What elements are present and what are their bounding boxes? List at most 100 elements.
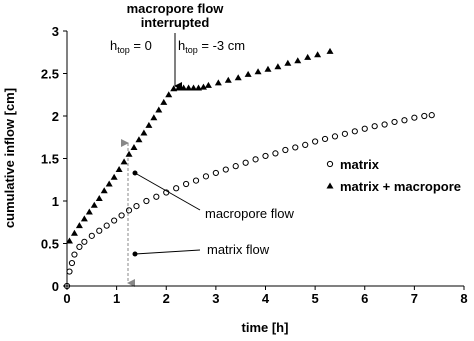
- point: [76, 243, 83, 250]
- point: [391, 118, 398, 126]
- point: [66, 268, 73, 275]
- point: [135, 136, 143, 143]
- point: [143, 197, 150, 205]
- point: [145, 121, 153, 128]
- point: [428, 112, 435, 119]
- point: [321, 135, 329, 143]
- y-tick-label: 3: [52, 24, 59, 39]
- point: [224, 76, 232, 83]
- annotation-part: top: [185, 45, 198, 55]
- x-tick-label: 0: [63, 291, 70, 306]
- y-tick-label: 0: [52, 279, 59, 294]
- point: [85, 208, 93, 215]
- annotation-part: = 0: [130, 38, 152, 53]
- point: [75, 222, 83, 229]
- legend-marker: [326, 160, 334, 168]
- point: [100, 187, 108, 194]
- point: [401, 117, 408, 124]
- point: [160, 98, 168, 105]
- annotation: macropore flow: [127, 1, 225, 16]
- point: [153, 193, 160, 200]
- point: [351, 128, 358, 135]
- y-axis-label: cumulative inflow [cm]: [2, 88, 17, 228]
- legend-marker: [326, 182, 334, 189]
- x-tick-label: 7: [411, 291, 418, 306]
- y-tick-label: 1: [52, 194, 59, 209]
- point: [170, 85, 178, 92]
- point: [254, 68, 262, 75]
- point: [120, 158, 128, 165]
- annotation-part: h: [178, 38, 185, 53]
- y-tick-label: 1.5: [41, 152, 59, 167]
- point: [190, 84, 198, 91]
- point: [115, 166, 123, 173]
- point: [282, 146, 289, 154]
- point: [68, 259, 76, 267]
- point: [103, 222, 110, 229]
- point: [214, 79, 222, 86]
- x-tick-label: 8: [460, 291, 467, 306]
- point: [130, 143, 138, 150]
- point: [140, 129, 148, 136]
- point: [63, 282, 71, 290]
- point: [185, 84, 193, 91]
- annotation: htop = 0: [110, 38, 152, 55]
- y-tick-label: 2.5: [41, 67, 59, 82]
- point: [222, 166, 229, 173]
- point: [70, 229, 78, 236]
- point: [180, 84, 188, 91]
- point: [274, 63, 282, 70]
- point: [421, 112, 428, 120]
- point: [371, 123, 378, 130]
- point: [284, 59, 292, 66]
- point: [314, 51, 322, 58]
- point: [195, 84, 203, 91]
- x-tick-label: 5: [312, 291, 319, 306]
- point: [212, 169, 219, 177]
- point: [244, 70, 252, 77]
- annotation-part: = -3 cm: [198, 38, 245, 53]
- point: [202, 173, 210, 180]
- legend-label: matrix: [340, 157, 380, 172]
- point: [71, 251, 78, 258]
- x-axis-label: time [h]: [242, 320, 289, 335]
- point: [232, 163, 239, 170]
- point: [411, 114, 418, 121]
- point: [183, 180, 190, 188]
- annotation: htop = -3 cm: [178, 38, 245, 55]
- point: [381, 121, 388, 128]
- y-tick-label: 2: [52, 109, 59, 124]
- annotation-leader: [134, 249, 201, 255]
- point: [252, 156, 259, 163]
- point: [326, 47, 334, 54]
- point: [192, 177, 200, 184]
- point: [163, 189, 170, 196]
- point: [204, 81, 212, 88]
- x-tick-label: 6: [361, 291, 368, 306]
- point: [81, 238, 88, 245]
- x-tick-label: 2: [163, 291, 170, 306]
- point: [312, 138, 319, 145]
- point: [95, 194, 103, 201]
- point: [302, 141, 309, 148]
- point: [155, 106, 163, 113]
- point: [234, 74, 242, 81]
- point: [264, 65, 272, 72]
- point: [165, 91, 173, 98]
- x-tick-label: 1: [113, 291, 120, 306]
- point: [110, 173, 118, 180]
- point: [294, 57, 302, 64]
- point: [111, 217, 118, 224]
- point: [292, 144, 299, 151]
- point: [341, 130, 348, 137]
- point: [175, 84, 183, 91]
- point: [96, 227, 103, 234]
- point: [65, 237, 73, 244]
- point: [80, 215, 88, 222]
- x-tick-label: 3: [212, 291, 219, 306]
- y-tick-label: 0.5: [41, 237, 59, 252]
- annotation: matrix flow: [207, 242, 270, 257]
- point: [150, 114, 158, 121]
